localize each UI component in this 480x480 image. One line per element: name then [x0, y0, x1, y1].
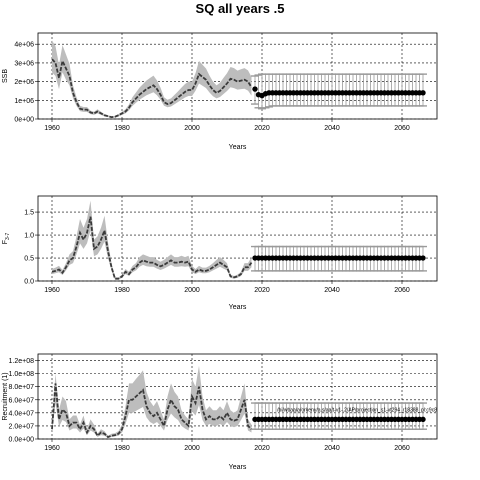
y-tick-label: 1.2e+08: [9, 358, 35, 365]
historical-median-line: [51, 383, 253, 439]
y-axis-title: Recruitment (1): [2, 372, 9, 420]
x-tick-label: 1960: [44, 445, 60, 452]
y-tick-label: 0.0: [24, 279, 34, 286]
x-tick-label: 2020: [254, 125, 270, 132]
x-axis-title: Years: [229, 144, 247, 151]
x-tick-label: 2020: [254, 445, 270, 452]
x-tick-label: 2040: [324, 125, 340, 132]
x-tick-label: 2000: [184, 125, 200, 132]
panel-ssb: 1960 1980 2000 2020 2040 2060 0e+00 1e+06 2e+06 3…: [2, 32, 438, 151]
x-tick-label: 2000: [184, 287, 200, 294]
plot-frame: [37, 195, 438, 282]
historical-median-line: [51, 58, 253, 119]
y-axis-title-sub: 3-7: [5, 233, 11, 240]
projection-point: [252, 86, 258, 92]
y-tick-label: 0e+00: [14, 117, 34, 124]
projection-point: [420, 90, 426, 96]
projection-point: [420, 255, 426, 261]
x-tick-label: 1980: [114, 125, 130, 132]
x-axis-title: Years: [229, 304, 247, 311]
x-tick-label: 2060: [394, 445, 410, 452]
y-tick-label: 0.0e+00: [9, 437, 35, 444]
y-tick-label: 1.5: [24, 210, 34, 217]
chart-title: SQ all years .5: [195, 1, 285, 16]
panel-f: 1960 1980 2000 2020 2040 2060 0.0 0.5 1.0 1.5 Year…: [2, 195, 438, 311]
x-tick-label: 2020: [254, 287, 270, 294]
y-tick-label: 1.0e+08: [9, 371, 35, 378]
y-tick-label: 2.0e+07: [9, 423, 35, 430]
x-tick-label: 1980: [114, 445, 130, 452]
panel-recruitment: 1960 1980 2000 2020 2040 2060 0.0e+00 2.0e+07 4.…: [2, 353, 438, 471]
y-tick-label: 1e+06: [14, 98, 34, 105]
y-tick-label: 8.0e+07: [9, 384, 35, 391]
historical-median-line: [51, 216, 253, 280]
y-tick-label: 4e+06: [14, 42, 34, 49]
y-tick-label: 6.0e+07: [9, 397, 35, 404]
x-tick-label: 2040: [324, 445, 340, 452]
y-tick-label: 0.5: [24, 256, 34, 263]
x-tick-label: 1980: [114, 287, 130, 294]
y-axis-title: F3-7: [2, 233, 11, 245]
x-tick-label: 2060: [394, 125, 410, 132]
projection-point: [420, 416, 426, 423]
y-tick-label: 4.0e+07: [9, 410, 35, 417]
annotation-text: /bi/wbaa/a/orkeny/a.s/aa/t-v1-.2/AP/proj…: [277, 408, 437, 414]
historical-confidence-band: [52, 40, 252, 118]
x-tick-label: 1960: [44, 287, 60, 294]
y-tick-label: 2e+06: [14, 79, 34, 86]
x-tick-label: 1960: [44, 125, 60, 132]
y-axis-title: SSB: [2, 69, 9, 83]
plot-frame: [37, 32, 438, 120]
y-axis-title-main: F: [2, 240, 9, 244]
y-tick-label: 3e+06: [14, 60, 34, 67]
plot-frame: [37, 353, 438, 440]
x-axis-title: Years: [229, 464, 247, 471]
x-tick-label: 2060: [394, 287, 410, 294]
x-tick-label: 2040: [324, 287, 340, 294]
x-tick-label: 2000: [184, 445, 200, 452]
historical-confidence-band: [52, 200, 252, 280]
y-tick-label: 1.0: [24, 233, 34, 240]
